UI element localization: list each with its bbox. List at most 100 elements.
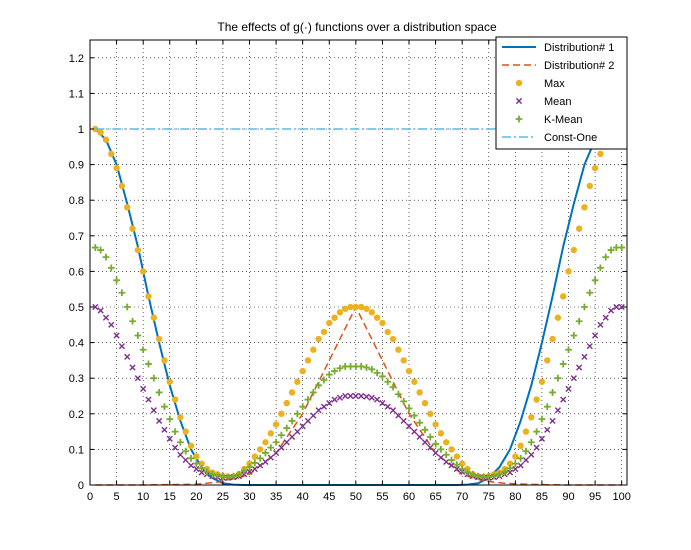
x-tick-label: 65: [429, 491, 441, 503]
data-point: [570, 332, 578, 339]
data-point: [166, 415, 174, 423]
data-point: [108, 321, 115, 328]
data-point: [506, 460, 514, 467]
data-point: [527, 438, 535, 446]
data-point: [597, 321, 604, 328]
data-point: [586, 343, 593, 350]
data-point: [549, 335, 556, 343]
data-point: [416, 419, 424, 427]
data-point: [310, 412, 317, 419]
data-point: [506, 469, 514, 476]
plot-series: [91, 125, 626, 486]
data-point: [586, 289, 594, 297]
series-1: [95, 305, 622, 486]
data-point: [421, 399, 429, 407]
x-tick-label: 55: [376, 491, 388, 503]
data-point: [426, 433, 434, 441]
data-point: [331, 314, 338, 321]
data-point: [565, 268, 572, 275]
data-point: [113, 332, 120, 339]
y-tick-label: 0.1: [69, 444, 84, 456]
data-point: [586, 182, 593, 190]
legend-label: Mean: [544, 96, 572, 108]
data-point: [405, 405, 413, 412]
data-point: [538, 435, 546, 442]
data-point: [538, 415, 546, 423]
data-point: [278, 410, 285, 417]
data-point: [246, 468, 253, 475]
data-point: [421, 426, 429, 434]
data-point: [256, 454, 264, 462]
data-point: [241, 471, 248, 478]
data-point: [331, 367, 338, 375]
data-point: [342, 305, 349, 312]
data-point: [161, 357, 168, 364]
data-point: [262, 458, 269, 465]
data-point: [443, 439, 450, 446]
data-point: [278, 431, 285, 439]
data-point: [182, 428, 189, 435]
data-point: [592, 332, 599, 339]
data-point: [443, 458, 450, 465]
data-point: [528, 414, 535, 421]
data-point: [506, 464, 514, 472]
data-point: [118, 182, 126, 190]
data-point: [246, 463, 253, 471]
legend: Distribution# 1 Distribution# 2 Max Mean K-M…: [495, 36, 628, 150]
data-point: [618, 303, 625, 311]
data-point: [389, 407, 397, 414]
data-point: [554, 314, 562, 321]
data-point: [294, 378, 301, 385]
data-point: [293, 410, 301, 418]
data-point: [304, 396, 312, 403]
data-point: [591, 164, 599, 172]
y-tick-label: 0.8: [69, 195, 84, 207]
data-point: [336, 394, 343, 401]
data-point: [575, 225, 583, 232]
data-point: [304, 357, 312, 364]
data-point: [92, 125, 99, 133]
series-2: [92, 125, 625, 481]
data-point: [453, 461, 461, 469]
data-point: [416, 433, 423, 441]
data-point: [432, 449, 439, 457]
data-point: [395, 346, 402, 353]
data-point: [368, 309, 375, 316]
data-point: [618, 244, 626, 251]
data-point: [108, 150, 115, 158]
data-point: [155, 389, 163, 396]
data-point: [325, 371, 333, 379]
data-point: [363, 305, 370, 312]
x-tick-label: 35: [270, 491, 282, 503]
data-point: [357, 303, 365, 311]
data-point: [374, 396, 381, 403]
data-point: [517, 462, 524, 469]
data-point: [538, 378, 546, 385]
x-tick-label: 10: [137, 491, 149, 503]
data-point: [512, 453, 519, 460]
data-point: [410, 412, 418, 419]
data-point: [416, 389, 423, 396]
data-point: [156, 417, 163, 425]
data-point: [544, 357, 551, 364]
data-point: [379, 373, 386, 380]
data-point: [517, 442, 524, 450]
data-point: [320, 403, 328, 410]
data-point: [123, 303, 131, 311]
data-point: [543, 403, 551, 411]
data-point: [469, 470, 477, 478]
data-point: [134, 332, 142, 339]
x-tick-label: 30: [243, 491, 255, 503]
data-point: [193, 465, 200, 473]
data-point: [411, 378, 418, 385]
data-point: [198, 460, 205, 467]
data-point: [613, 303, 620, 311]
x-tick-label: 15: [164, 491, 176, 503]
y-tick-label: 0.7: [69, 231, 84, 243]
data-point: [251, 459, 259, 467]
data-point: [283, 439, 290, 446]
data-point: [272, 421, 280, 428]
legend-label: Const-One: [544, 132, 597, 144]
y-tick-label: 1: [78, 124, 84, 136]
